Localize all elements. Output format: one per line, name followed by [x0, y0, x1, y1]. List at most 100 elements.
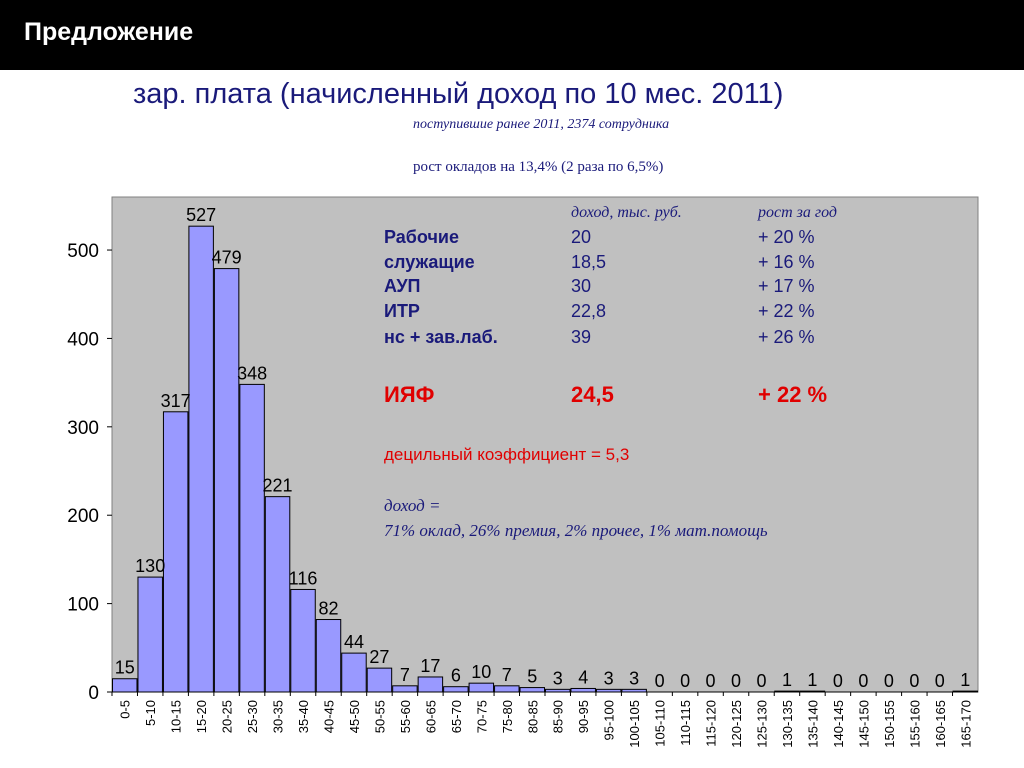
total-growth: + 22 % — [758, 382, 828, 407]
bar-value-label: 82 — [318, 599, 338, 619]
growth-note: рост окладов на 13,4% (2 раза по 6,5%) — [413, 159, 664, 175]
bar-value-label: 1 — [807, 670, 817, 690]
x-tick-label: 55-60 — [398, 700, 413, 733]
row-label: АУП — [384, 276, 421, 296]
row-label: ИТР — [384, 301, 420, 321]
x-tick-label: 95-100 — [602, 700, 617, 740]
x-tick-label: 150-155 — [882, 700, 897, 748]
x-tick-label: 90-95 — [576, 700, 591, 733]
x-tick-label: 30-35 — [271, 700, 286, 733]
bar — [264, 496, 291, 693]
x-tick-label: 160-165 — [933, 700, 948, 748]
slide-title: Предложение — [24, 18, 194, 46]
income-composition: 71% оклад, 26% премия, 2% прочее, 1% мат… — [384, 521, 768, 540]
bar-value-label: 0 — [935, 671, 945, 691]
row-income: 20 — [571, 227, 592, 247]
bar-value-label: 3 — [629, 668, 639, 688]
bar — [213, 268, 240, 693]
x-tick-label: 65-70 — [449, 700, 464, 733]
bar-value-label: 221 — [263, 476, 293, 496]
bar-value-label: 3 — [553, 668, 563, 688]
bar-value-label: 27 — [369, 647, 389, 667]
bar-value-label: 15 — [115, 658, 135, 678]
bar — [239, 383, 265, 693]
row-label: служащие — [384, 252, 475, 272]
row-growth: + 26 % — [758, 327, 815, 347]
bar-value-label: 5 — [527, 667, 537, 687]
bar-value-label: 527 — [186, 205, 216, 225]
x-tick-label: 115-120 — [704, 700, 719, 747]
bar — [112, 678, 138, 693]
x-tick-label: 120-125 — [729, 700, 744, 748]
income-column-header: доход, тыс. руб. — [571, 204, 682, 221]
bar-value-label: 0 — [655, 671, 665, 691]
chart-title: зар. плата (начисленный доход по 10 мес.… — [133, 78, 784, 110]
row-income: 30 — [571, 276, 592, 296]
y-tick-label: 100 — [67, 595, 99, 616]
bar-value-label: 0 — [680, 671, 690, 691]
bar-value-label: 116 — [289, 568, 318, 588]
row-income: 39 — [571, 327, 592, 347]
x-tick-label: 140-145 — [831, 700, 846, 748]
bar-value-label: 479 — [212, 248, 242, 268]
x-tick-label: 45-50 — [347, 700, 362, 733]
row-income: 18,5 — [571, 252, 607, 272]
x-tick-label: 70-75 — [474, 700, 489, 733]
decile-coefficient: децильный коэффициент = 5,3 — [384, 445, 630, 464]
y-tick-label: 0 — [88, 683, 99, 704]
x-tick-label: 80-85 — [525, 700, 540, 733]
row-growth: + 16 % — [758, 252, 815, 272]
bar — [494, 685, 520, 693]
x-tick-label: 40-45 — [322, 700, 337, 733]
y-tick-label: 500 — [67, 241, 99, 262]
x-tick-label: 85-90 — [551, 700, 566, 733]
x-tick-label: 25-30 — [245, 700, 260, 733]
bar — [392, 685, 418, 693]
bar — [162, 411, 189, 693]
bar-value-label: 0 — [909, 671, 919, 691]
x-tick-label: 135-140 — [805, 700, 820, 748]
x-tick-label: 50-55 — [372, 700, 387, 733]
bar-value-label: 0 — [706, 671, 716, 691]
y-tick-label: 300 — [67, 418, 99, 439]
bar-value-label: 0 — [756, 671, 766, 691]
bar — [188, 225, 214, 693]
bar-value-label: 4 — [578, 667, 588, 687]
x-tick-label: 110-115 — [678, 700, 693, 746]
x-tick-label: 0-5 — [118, 700, 133, 719]
bar — [341, 652, 367, 693]
x-tick-label: 130-135 — [780, 700, 795, 748]
y-tick-label: 400 — [67, 329, 99, 350]
x-tick-label: 5-10 — [143, 700, 158, 726]
bar-value-label: 1 — [782, 670, 792, 690]
chart-subtitle: поступившие ранее 2011, 2374 сотрудника — [413, 117, 670, 132]
bar-value-label: 17 — [420, 656, 440, 676]
x-tick-label: 10-15 — [169, 700, 184, 733]
x-tick-label: 20-25 — [220, 700, 235, 733]
row-income: 22,8 — [571, 301, 607, 321]
x-tick-label: 35-40 — [296, 700, 311, 733]
x-tick-label: 165-170 — [958, 700, 973, 748]
bar — [443, 686, 469, 693]
growth-column-header: рост за год — [758, 204, 838, 221]
total-income: 24,5 — [571, 382, 614, 407]
x-tick-label: 100-105 — [627, 700, 642, 748]
bar-value-label: 130 — [135, 556, 165, 576]
bar — [570, 687, 596, 693]
row-growth: + 17 % — [758, 276, 815, 296]
bar-value-label: 0 — [858, 671, 868, 691]
x-tick-label: 125-130 — [755, 700, 770, 748]
bar — [137, 576, 163, 693]
bar-value-label: 7 — [400, 665, 410, 685]
bar-value-label: 7 — [502, 665, 512, 685]
x-tick-label: 60-65 — [423, 700, 438, 733]
row-label: нс + зав.лаб. — [384, 327, 498, 347]
bar — [290, 588, 316, 693]
bar-value-label: 1 — [960, 670, 970, 690]
bar — [519, 687, 546, 693]
x-tick-label: 75-80 — [500, 700, 515, 733]
bar-value-label: 6 — [451, 666, 461, 686]
bar-value-label: 348 — [237, 363, 267, 383]
bar-value-label: 0 — [731, 671, 741, 691]
